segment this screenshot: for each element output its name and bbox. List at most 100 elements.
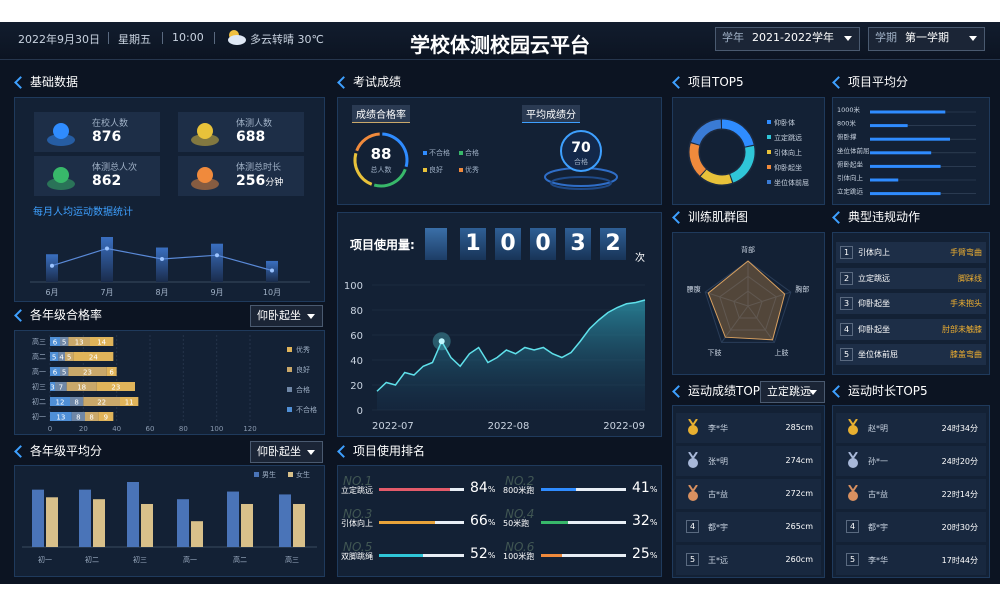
- stat-value: 876: [92, 129, 122, 145]
- bar-segment: [60, 337, 69, 346]
- legend-label: 合格: [465, 148, 479, 157]
- value-label: 8: [89, 414, 93, 422]
- section-title: 基础数据: [14, 74, 78, 90]
- bar-segment: [55, 382, 67, 391]
- legend-label: 合格: [296, 385, 310, 394]
- item: 坐位体前屈: [858, 350, 898, 359]
- digit: 3: [565, 228, 591, 260]
- x-tick-label: 40: [112, 425, 121, 433]
- bar-segment: [60, 367, 69, 376]
- legend-swatch: [423, 168, 427, 172]
- legend-label: 女生: [296, 470, 310, 479]
- x-tick-label: 120: [243, 425, 256, 433]
- ring-segment: [689, 143, 707, 176]
- rank: 3: [840, 297, 853, 310]
- chart: [191, 123, 219, 146]
- rank-number: NO.3: [343, 507, 373, 521]
- value-label: 5: [62, 369, 66, 377]
- stat-label: 体测总时长: [236, 163, 282, 173]
- weekday: 星期五: [118, 33, 151, 46]
- section-title: 运动时长TOP5: [832, 383, 928, 399]
- x-tick-label: 6月: [45, 288, 58, 297]
- y-tick-label: 初二: [32, 397, 46, 406]
- percent-unit: %: [649, 485, 658, 494]
- axis-label: 背部: [741, 245, 755, 254]
- trend-point: [160, 257, 164, 262]
- legend-swatch: [287, 367, 292, 372]
- x-tick-label: 高三: [285, 555, 299, 564]
- chart: [688, 485, 698, 501]
- stat-value: 256分钟: [236, 173, 284, 189]
- separator: [162, 32, 163, 44]
- term-value: 第一学期: [905, 31, 949, 44]
- x-tick-label: 初一: [38, 555, 52, 564]
- row-bg: [836, 318, 986, 340]
- rank: 4: [846, 520, 859, 533]
- rank: 4: [840, 322, 853, 336]
- panel: [832, 97, 990, 205]
- percent-unit: %: [649, 551, 658, 560]
- value-label: 5: [52, 354, 56, 362]
- bar: [177, 499, 189, 547]
- bar: [541, 488, 576, 491]
- bar-segment: [98, 412, 114, 421]
- medal: [848, 491, 858, 501]
- legend-swatch: [459, 168, 463, 172]
- bar: [32, 489, 44, 547]
- rank: 2: [840, 271, 853, 285]
- name: 李*华: [868, 556, 888, 565]
- value-label: 13: [75, 339, 84, 347]
- legend-swatch: [767, 165, 771, 169]
- y-tick-label: 高一: [32, 367, 46, 376]
- row-bg: [836, 413, 986, 443]
- value-label: 3: [50, 384, 54, 392]
- bar: [870, 137, 950, 141]
- section-title: 训练肌群图: [672, 209, 748, 225]
- rank: 5: [840, 348, 853, 361]
- bar-segment: [73, 352, 114, 361]
- score: 272cm: [785, 489, 813, 498]
- section-title: 运动成绩TOP5: [672, 383, 768, 399]
- y-tick-label: 20: [350, 381, 363, 392]
- x-tick-label: 7月: [100, 288, 113, 297]
- row-bg: [836, 446, 986, 476]
- radar-grid: [733, 290, 763, 319]
- trend-point: [105, 246, 109, 251]
- ring-value: 88: [371, 145, 392, 163]
- legend-swatch: [767, 120, 771, 124]
- value-label: 18: [77, 384, 86, 392]
- item: 仰卧起坐: [858, 324, 890, 334]
- bar: [227, 491, 239, 547]
- rank: 5: [846, 553, 859, 566]
- y-tick-label: 初三: [32, 382, 46, 391]
- percent: 41%: [632, 480, 658, 496]
- chart: [848, 419, 858, 435]
- separator: [214, 32, 215, 44]
- percent-unit: %: [649, 518, 658, 527]
- gauge-base: [550, 176, 612, 190]
- legend-label: 引体向上: [774, 148, 802, 157]
- bar: [211, 243, 223, 282]
- item: 立定跳远: [858, 273, 890, 283]
- legend-label: 立定跳远: [774, 133, 802, 142]
- ring-segment: [691, 119, 722, 146]
- weather-icon: [228, 35, 246, 45]
- value-label: 6: [53, 339, 58, 347]
- digit: 2: [600, 228, 626, 260]
- gauge-value: 70: [571, 140, 591, 156]
- percent-unit: %: [487, 551, 496, 560]
- score: 24时20分: [941, 457, 978, 466]
- chart: [848, 485, 858, 501]
- bar: [870, 151, 932, 155]
- digit: 0: [495, 228, 521, 260]
- rank-number: NO.1: [343, 474, 373, 488]
- row-bg: [836, 479, 986, 509]
- row-bg: [836, 512, 986, 542]
- row-bg: [676, 545, 821, 575]
- legend-label: 不合格: [296, 405, 317, 414]
- bar: [191, 521, 203, 547]
- panel: [14, 465, 325, 577]
- value-label: 5: [62, 339, 66, 347]
